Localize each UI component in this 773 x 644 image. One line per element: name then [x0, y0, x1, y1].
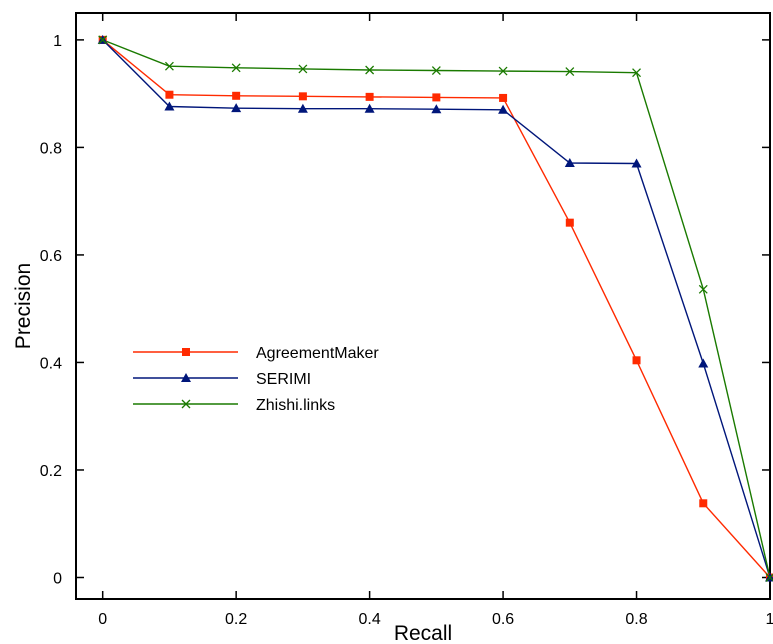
legend-label-zhishi-links: Zhishi.links [256, 397, 335, 414]
point-serimi [564, 157, 575, 167]
series-line-serimi [102, 39, 771, 578]
point-agreementmaker [165, 90, 174, 99]
point-serimi [698, 358, 709, 368]
point-agreementmaker [632, 356, 641, 365]
point-agreementmaker [432, 93, 441, 102]
x-tick-label: 0.6 [492, 611, 514, 628]
point-agreementmaker [565, 218, 574, 227]
x-tick-label: 1 [766, 611, 773, 628]
point-agreementmaker [298, 92, 307, 101]
point-zhishi-links [298, 64, 308, 74]
point-agreementmaker [365, 92, 374, 101]
point-serimi [231, 103, 242, 113]
legend-marker-zhishi-links [181, 399, 191, 409]
legend-marker-agreementmaker [182, 348, 190, 356]
point-serimi [431, 104, 442, 114]
point-serimi [631, 158, 642, 168]
y-tick-label: 0.8 [40, 140, 62, 157]
x-tick-label: 0 [98, 611, 107, 628]
y-tick-label: 0.2 [40, 463, 62, 480]
point-zhishi-links [431, 66, 441, 75]
series-line-zhishi-links [102, 39, 771, 578]
point-agreementmaker [699, 499, 708, 508]
point-zhishi-links [632, 68, 641, 78]
x-tick-label: 0.8 [625, 611, 647, 628]
point-serimi [364, 103, 375, 113]
point-zhishi-links [231, 63, 241, 73]
point-zhishi-links [565, 67, 575, 77]
y-tick-label: 0.4 [40, 355, 62, 372]
series-markers [97, 34, 773, 582]
x-axis-title: Recall [394, 622, 452, 644]
y-axis-title: Precision [12, 263, 35, 349]
point-zhishi-links [98, 35, 108, 45]
y-tick-label: 0 [53, 570, 62, 587]
point-agreementmaker [232, 91, 241, 100]
legend-label-agreementmaker: AgreementMaker [256, 345, 379, 362]
series-lines [102, 39, 771, 578]
legend-marker-serimi [181, 373, 191, 382]
point-zhishi-links [365, 65, 375, 75]
point-zhishi-links [164, 61, 174, 71]
point-serimi [297, 103, 308, 113]
point-zhishi-links [698, 284, 708, 294]
point-serimi [164, 101, 175, 111]
point-zhishi-links [498, 66, 508, 76]
x-tick-label: 0.4 [358, 611, 380, 628]
tick-group: 0 0.2 0.4 0.6 0.8 1 0 0.2 0.4 0.6 0.8 1 [40, 13, 773, 628]
series-line-agreementmaker [102, 39, 771, 578]
legend: AgreementMaker SERIMI Zhishi.links [133, 345, 379, 414]
plot-frame [75, 12, 771, 600]
point-agreementmaker [499, 93, 508, 102]
point-serimi [498, 104, 509, 114]
x-tick-label: 0.2 [225, 611, 247, 628]
y-tick-label: 1 [53, 33, 62, 50]
legend-label-serimi: SERIMI [256, 371, 311, 388]
y-tick-label: 0.6 [40, 248, 62, 265]
